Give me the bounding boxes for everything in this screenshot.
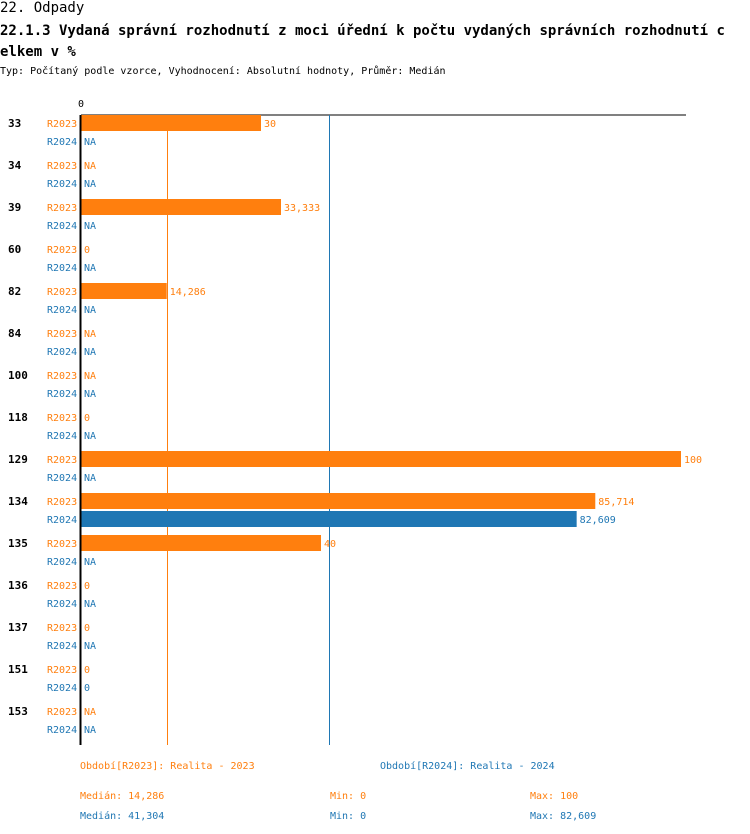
data-label: NA [84, 161, 96, 172]
legend-r2024-min: Min: 0 [330, 811, 367, 822]
legend-r2023-median: Medián: 14,286 [80, 791, 165, 802]
data-label: 0 [84, 665, 90, 676]
series-label: R2023 [47, 119, 77, 130]
data-label: NA [84, 371, 96, 382]
category-label: 82 [8, 285, 21, 298]
data-label: 0 [84, 245, 90, 256]
data-label: NA [84, 137, 96, 148]
data-label: NA [84, 641, 96, 652]
series-label: R2024 [47, 137, 77, 148]
series-label: R2024 [47, 725, 77, 736]
series-label: R2024 [47, 683, 77, 694]
series-label: R2023 [47, 455, 77, 466]
category-label: 33 [8, 117, 21, 130]
data-label: 14,286 [170, 287, 206, 298]
data-label: NA [84, 599, 96, 610]
category-label: 39 [8, 201, 21, 214]
series-label: R2024 [47, 515, 77, 526]
category-label: 153 [8, 705, 28, 718]
category-label: 118 [8, 411, 28, 424]
bar-r2023 [81, 115, 261, 131]
data-label: 0 [84, 623, 90, 634]
data-label: 30 [264, 119, 276, 130]
category-label: 134 [8, 495, 28, 508]
series-label: R2023 [47, 581, 77, 592]
series-label: R2023 [47, 161, 77, 172]
series-label: R2024 [47, 221, 77, 232]
data-label: 33,333 [284, 203, 320, 214]
series-label: R2024 [47, 557, 77, 568]
series-label: R2024 [47, 473, 77, 484]
series-label: R2024 [47, 641, 77, 652]
legend-r2024-period: Období[R2024]: Realita - 2024 [380, 761, 555, 772]
bar-r2024 [81, 511, 577, 527]
category-label: 84 [8, 327, 22, 340]
section-title: 22. Odpady [0, 0, 85, 16]
data-label: 0 [84, 683, 90, 694]
series-label: R2023 [47, 371, 77, 382]
data-label: NA [84, 725, 96, 736]
data-label: 0 [84, 581, 90, 592]
category-label: 100 [8, 369, 28, 382]
series-label: R2023 [47, 287, 77, 298]
x-axis-tick-label: 0 [78, 99, 84, 110]
series-label: R2023 [47, 203, 77, 214]
data-label: 0 [84, 413, 90, 424]
series-label: R2023 [47, 665, 77, 676]
data-label: NA [84, 473, 96, 484]
category-label: 136 [8, 579, 28, 592]
data-label: NA [84, 221, 96, 232]
category-label: 129 [8, 453, 28, 466]
data-label: NA [84, 329, 96, 340]
legend-r2023-period: Období[R2023]: Realita - 2023 [80, 761, 255, 772]
legend-r2024-max: Max: 82,609 [530, 811, 597, 822]
data-label: 40 [324, 539, 336, 550]
data-label: NA [84, 263, 96, 274]
category-label: 34 [8, 159, 22, 172]
series-label: R2023 [47, 329, 77, 340]
category-label: 151 [8, 663, 28, 676]
chart-title: 22.1.3 Vydaná správní rozhodnutí z moci … [0, 23, 725, 60]
bar-r2023 [81, 283, 167, 299]
category-label: 135 [8, 537, 28, 550]
series-label: R2023 [47, 413, 77, 424]
data-label: NA [84, 707, 96, 718]
data-label: 100 [684, 455, 702, 466]
category-label: 137 [8, 621, 28, 634]
series-label: R2024 [47, 347, 77, 358]
chart-meta: Typ: Počítaný podle vzorce, Vyhodnocení:… [0, 66, 446, 77]
data-label: 85,714 [598, 497, 634, 508]
legend-r2024-median: Medián: 41,304 [80, 811, 165, 822]
series-label: R2024 [47, 305, 77, 316]
bar-r2023 [81, 451, 681, 467]
series-label: R2023 [47, 539, 77, 550]
series-label: R2024 [47, 179, 77, 190]
data-label: 82,609 [580, 515, 616, 526]
bar-r2023 [81, 535, 321, 551]
series-label: R2023 [47, 707, 77, 718]
legend-r2023-min: Min: 0 [330, 791, 367, 802]
series-label: R2023 [47, 245, 77, 256]
data-label: NA [84, 431, 96, 442]
bar-r2023 [81, 199, 281, 215]
data-label: NA [84, 557, 96, 568]
data-label: NA [84, 389, 96, 400]
legend-r2023-max: Max: 100 [530, 791, 579, 802]
data-label: NA [84, 305, 96, 316]
bar-r2023 [81, 493, 596, 509]
category-label: 60 [8, 243, 21, 256]
series-label: R2024 [47, 389, 77, 400]
series-label: R2023 [47, 497, 77, 508]
series-label: R2024 [47, 263, 77, 274]
data-label: NA [84, 347, 96, 358]
series-label: R2023 [47, 623, 77, 634]
series-label: R2024 [47, 599, 77, 610]
series-label: R2024 [47, 431, 77, 442]
data-label: NA [84, 179, 96, 190]
